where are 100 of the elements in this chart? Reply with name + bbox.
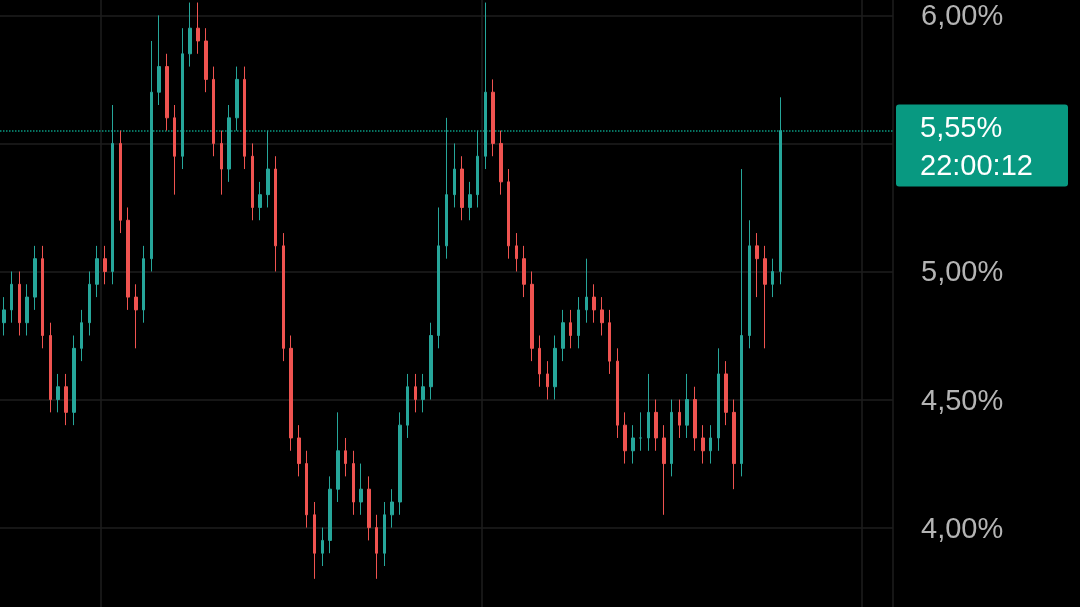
candlestick [592,283,596,324]
candlestick [72,335,76,426]
candlestick [437,206,440,349]
candlestick [64,373,68,426]
candlestick [282,232,285,362]
candlestick [654,399,658,452]
candlestick [56,373,60,413]
candlestick [18,270,21,337]
candlestick [297,424,301,477]
candlestick [414,373,417,413]
candlestick [336,411,340,503]
candlestick [616,347,619,439]
candlestick [406,373,409,439]
candlestick [538,335,541,388]
candlestick [157,14,161,106]
y-tick-label: 4,50% [921,383,1004,416]
candlestick [499,130,503,196]
candlestick [367,475,371,541]
candlestick [33,245,37,311]
candlestick [717,347,720,452]
ref-line-label: 5,55% [920,111,1003,144]
candlestick [453,142,456,208]
candlestick [181,27,184,170]
candlestick [693,386,697,452]
candlestick [41,245,44,349]
candlestick [709,424,712,465]
candlestick [243,66,246,170]
candlestick [460,155,464,221]
candlestick [305,450,308,529]
candlestick [662,424,666,516]
candlestick [212,66,215,157]
candlestick [608,309,611,375]
candlestick [359,463,363,516]
candlestick [530,270,534,362]
candlestick [344,437,347,477]
candlestick [522,245,526,298]
candlestick [119,130,122,234]
candlestick [2,296,6,337]
candlestick [748,219,751,349]
candlestick [600,296,604,337]
candlestick [429,322,433,401]
candlestick [421,373,425,413]
candlestick [553,335,557,401]
candlestick [375,514,378,580]
candlestick [289,335,293,452]
candlestick [585,258,588,324]
candlestick [188,2,192,68]
candlestick [196,2,200,55]
candlestick [631,424,635,465]
candlestick [468,181,472,221]
candlestick [561,309,565,362]
candlestick [732,399,736,490]
candlestick [569,309,572,349]
candlestick [623,411,627,465]
y-tick-label: 6,00% [921,0,1004,32]
candlestick [321,527,324,567]
candlestick [88,270,91,337]
candlestick [740,168,743,477]
candlestick [484,2,487,170]
candlestick [274,155,277,272]
candlestick [134,283,138,349]
candlestick [779,96,782,285]
candlestick [763,245,767,349]
candlestick [251,142,254,221]
candlestick [771,258,774,298]
candlestick [670,399,673,477]
candlestick [445,117,448,260]
candlestick [755,232,759,298]
candlestick [678,399,681,439]
candlestick [647,373,650,452]
candlestick [546,360,549,401]
candlestick [49,322,52,413]
candlestick [220,130,223,196]
candlestick [165,53,169,132]
y-tick-label: 4,00% [921,511,1004,544]
candlestick [227,104,231,183]
candlestick [10,270,13,324]
candlestick [266,130,270,208]
text: 22:00:12 [920,149,1033,182]
candlestick [476,130,479,208]
candlestick [398,411,402,516]
candlestick [491,78,495,157]
candlestick [507,168,510,260]
candlestick [724,360,728,426]
candlestick [25,283,29,337]
candlestick [126,206,130,311]
candlestick [80,309,83,362]
candlestick [204,27,208,93]
candlestick [328,475,332,554]
candlestick [173,104,176,196]
candlestick [639,411,642,452]
candlestick [313,501,316,580]
candlestick [701,424,705,465]
y-tick-label: 5,00% [921,255,1004,288]
candlestick [150,40,153,272]
candlestick [103,245,107,285]
candlestick [258,181,262,221]
candlestick [142,245,145,324]
candlestick [235,66,239,132]
candlestick [95,245,99,298]
